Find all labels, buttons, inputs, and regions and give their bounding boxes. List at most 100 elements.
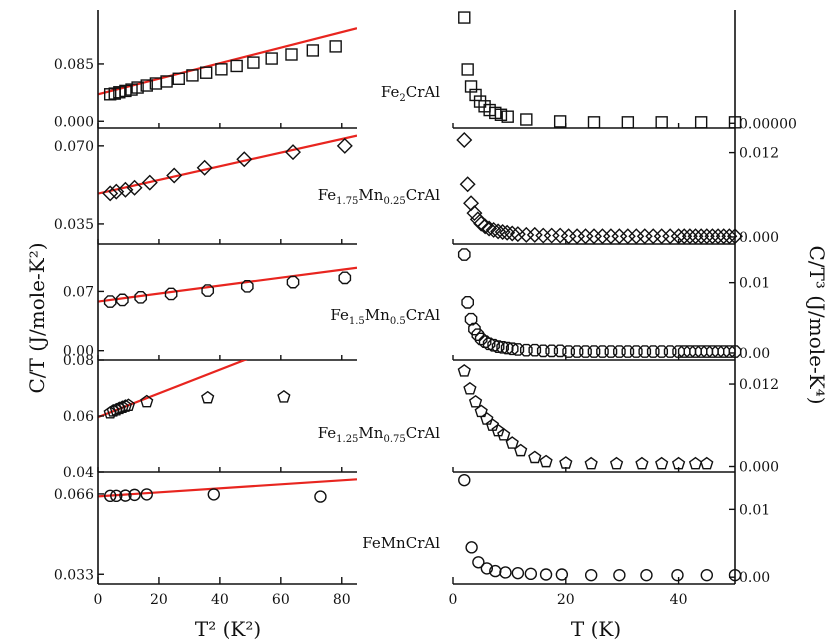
data-point (577, 228, 594, 245)
data-point (500, 341, 514, 355)
label-text: FeMnCrAl (362, 534, 440, 552)
subscript: 0.5 (390, 316, 406, 327)
y-tick-label: 0.000 (739, 230, 779, 246)
label-text: CrAl (406, 83, 440, 101)
right-x-axis-title: T (K) (571, 617, 621, 641)
data-point (497, 427, 511, 441)
data-point (247, 56, 260, 69)
data-point (306, 44, 320, 57)
data-point (186, 69, 199, 82)
data-point (128, 488, 141, 502)
data-point (586, 228, 602, 245)
data-point (464, 80, 478, 93)
data-point (628, 228, 645, 245)
data-point (166, 167, 183, 184)
x-tick-label: 40 (670, 592, 688, 608)
data-point (662, 228, 679, 245)
y-tick-label: 0.08 (63, 353, 94, 369)
data-point (505, 342, 519, 356)
subscript: 0.25 (383, 196, 405, 207)
data-point (706, 345, 719, 358)
subscript: 1.5 (349, 316, 365, 327)
y-tick-label: 0.012 (739, 146, 779, 162)
compound-label: Fe2CrAl (381, 83, 440, 104)
compound-label: Fe1.5Mn0.5CrAl (330, 306, 440, 327)
y-tick-label: 0.01 (739, 502, 770, 518)
y-tick-label: 0.01 (739, 276, 770, 292)
data-point (240, 280, 254, 293)
label-text: Mn (358, 186, 383, 204)
data-point (584, 568, 598, 582)
data-point (723, 345, 736, 358)
data-point (501, 110, 514, 123)
data-point (504, 225, 521, 242)
label-text: Fe (330, 306, 349, 324)
y-tick-label: 0.04 (63, 465, 94, 481)
data-point (485, 221, 502, 238)
data-point (494, 224, 511, 241)
data-point (569, 228, 586, 245)
data-point (457, 364, 471, 377)
data-point (121, 398, 136, 411)
x-tick-label: 20 (150, 592, 168, 608)
data-point (458, 11, 471, 24)
label-text: CrAl (406, 186, 440, 204)
data-point (201, 284, 215, 297)
data-point (102, 185, 119, 202)
data-point (236, 151, 253, 168)
data-point (677, 345, 691, 358)
compound-label: FeMnCrAl (362, 534, 440, 552)
data-point (117, 181, 134, 198)
compound-labels: Fe2CrAlFe1.75Mn0.25CrAlFe1.5Mn0.5CrAlFe1… (318, 83, 441, 552)
left-panel-4: 0.04 0.06 0.08 (63, 353, 357, 481)
y-tick-label: 0.035 (54, 217, 94, 233)
data-point (520, 113, 533, 126)
data-point (461, 296, 474, 309)
x-tick-label: 0 (94, 592, 103, 608)
data-point (655, 456, 669, 470)
data-point (466, 205, 483, 222)
data-point (110, 489, 123, 503)
data-point (215, 63, 228, 76)
right-panel-4: 0.000 0.012 (452, 360, 779, 476)
fit-line (98, 266, 357, 303)
left-x-axis-title: T² (K²) (195, 617, 261, 641)
data-point (463, 381, 477, 395)
data-point (514, 443, 528, 457)
data-point (201, 390, 215, 404)
data-point (103, 489, 117, 503)
x-tick-label: 80 (333, 592, 351, 608)
data-point (471, 328, 485, 342)
label-text: Fe (318, 424, 337, 442)
y-tick-label: 0.00 (63, 344, 94, 360)
data-point (645, 228, 662, 245)
data-point (469, 88, 482, 102)
data-point (477, 218, 494, 235)
data-point (265, 52, 278, 65)
data-point (481, 220, 498, 237)
data-point (286, 275, 300, 289)
fit-line (98, 134, 357, 195)
data-point (458, 473, 471, 487)
data-point (611, 228, 628, 245)
right-column-plots: 0.000000.0000.0120.000.010.0000.0120.000… (449, 10, 797, 608)
data-point (285, 48, 298, 61)
data-point (636, 228, 653, 245)
label-text: CrAl (406, 424, 440, 442)
data-point (473, 95, 487, 108)
data-point (505, 436, 519, 449)
data-point (140, 394, 154, 408)
data-point (126, 179, 143, 196)
data-point (459, 176, 476, 193)
data-point (461, 63, 474, 76)
data-point (465, 541, 478, 554)
left-panel-1: 0.000 0.085 (54, 10, 357, 130)
subscript: 0.75 (383, 434, 405, 445)
data-point (594, 228, 611, 245)
data-point (499, 566, 512, 579)
data-point (285, 144, 301, 161)
right-y-axis-title: C/T³ (J/mole-K⁴) (805, 245, 829, 404)
data-point (613, 568, 626, 582)
subscript: 2 (399, 93, 405, 104)
